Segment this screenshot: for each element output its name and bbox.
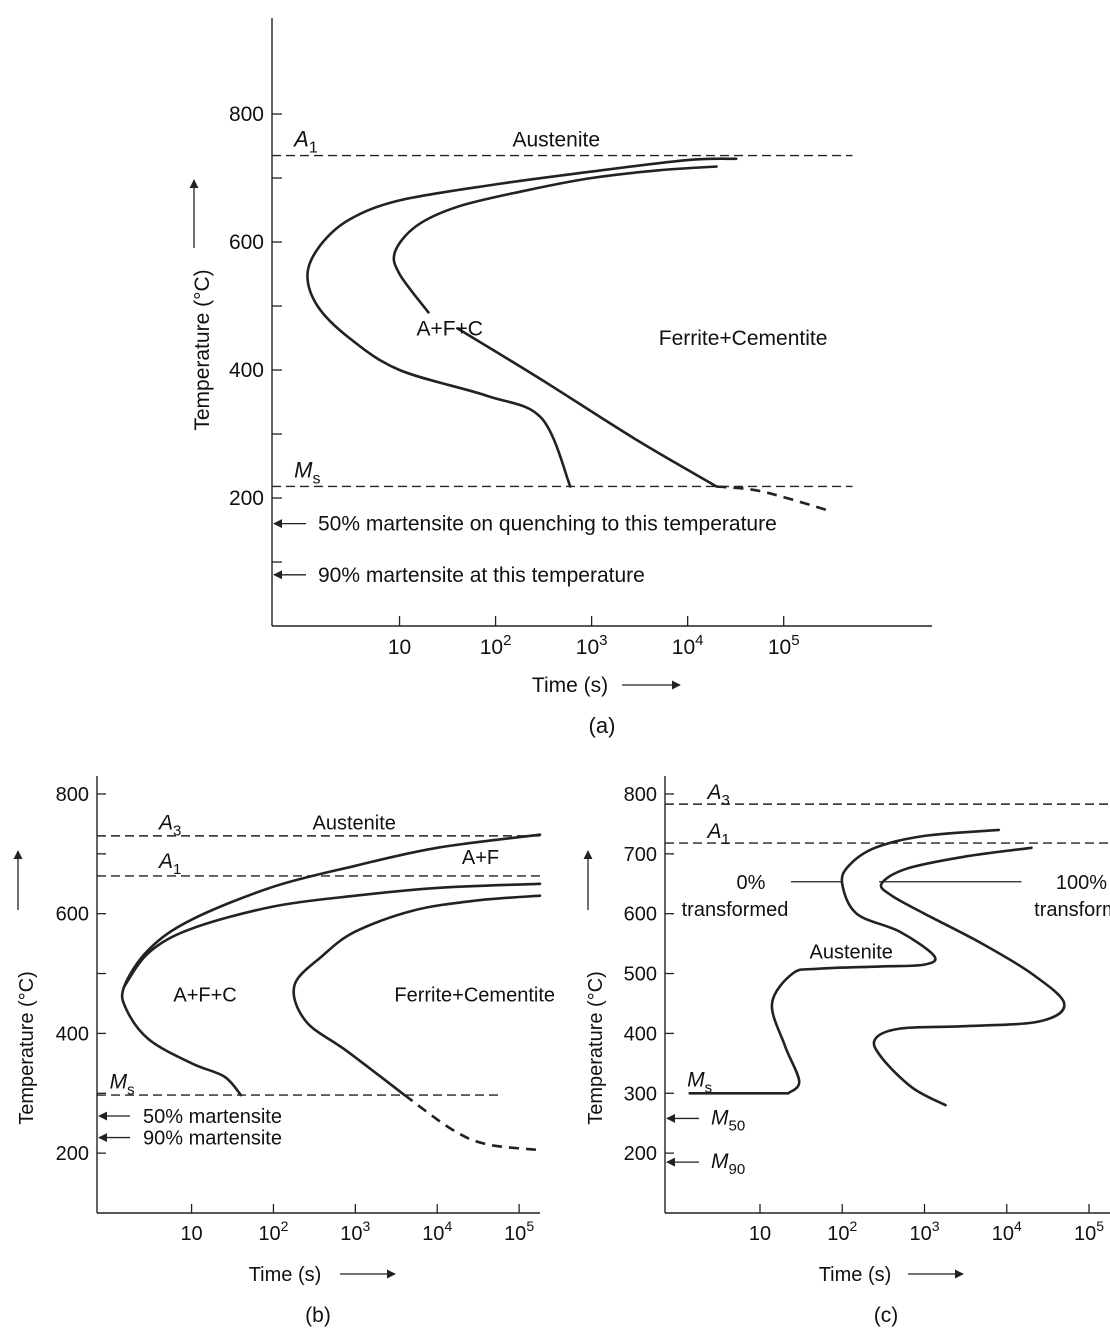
panel-caption: (a) <box>589 713 616 738</box>
axis-pointer-note: 90% martensite <box>143 1128 282 1150</box>
x-tick-label: 102 <box>480 632 512 659</box>
y-tick-label: 400 <box>56 1023 89 1045</box>
region-label: Austenite <box>313 813 396 835</box>
pointer-label: transformed <box>682 899 789 921</box>
y-tick-label: 400 <box>229 359 264 382</box>
transformation-curve-2 <box>122 882 542 988</box>
x-tick-label: 103 <box>576 632 608 659</box>
y-tick-label: 300 <box>624 1083 657 1105</box>
transformation-curve-1 <box>120 833 542 1097</box>
region-label: Austenite <box>810 941 893 963</box>
x-tick-label: 104 <box>992 1218 1022 1245</box>
panel-caption: (b) <box>305 1304 331 1327</box>
y-tick-label: 200 <box>56 1143 89 1165</box>
y-tick-label: 800 <box>624 784 657 806</box>
x-tick-label: 105 <box>768 632 800 659</box>
y-tick-label: 700 <box>624 844 657 866</box>
x-tick-label: 105 <box>1074 1218 1104 1245</box>
x-tick-label: 102 <box>258 1218 288 1245</box>
pointer-label: transformed <box>1034 899 1110 921</box>
y-tick-label: 400 <box>624 1023 657 1045</box>
y-tick-label: 200 <box>624 1143 657 1165</box>
region-label: Ferrite+Cementite <box>394 985 555 1007</box>
y-axis-label: Temperature (°C) <box>191 269 214 430</box>
x-tick-label: 103 <box>909 1218 939 1245</box>
ms-label: Ms <box>687 1068 712 1096</box>
region-label: A+F+C <box>173 985 236 1007</box>
x-axis-label: Time (s) <box>532 674 608 697</box>
panel-c-chart: 200 300 400 500 600 700 800 10 102 103 104 105 Time … <box>583 776 1110 1327</box>
y-tick-label: 800 <box>56 784 89 806</box>
region-label: A+F+C <box>416 317 483 340</box>
y-tick-label: 600 <box>624 904 657 926</box>
x-tick-label: 10 <box>180 1223 202 1245</box>
pointer-label: 0% <box>737 872 766 894</box>
y-tick-label: 600 <box>56 904 89 926</box>
y-tick-label: 500 <box>624 964 657 986</box>
transformation-curve-4 <box>716 485 830 513</box>
panel-a-chart: 200 400 600 800 10 102 103 104 105 Time (s) Temper… <box>189 18 932 738</box>
panel-b-chart: 200 400 600 800 10 102 103 104 105 Time (s) Temper… <box>13 776 555 1327</box>
axis-pointer-note: M50 <box>711 1106 745 1134</box>
axis-pointer-note: 50% martensite <box>143 1106 282 1128</box>
pointer-label: 100% <box>1056 872 1107 894</box>
y-tick-label: 600 <box>229 231 264 254</box>
panel-caption: (c) <box>874 1304 899 1327</box>
x-tick-label: 104 <box>422 1218 452 1245</box>
x-axis-label: Time (s) <box>819 1264 892 1286</box>
region-label: Austenite <box>512 129 600 152</box>
x-axis-label: Time (s) <box>249 1264 322 1286</box>
y-tick-label: 200 <box>229 487 264 510</box>
x-tick-label: 105 <box>504 1218 534 1245</box>
region-label: Ferrite+Cementite <box>659 327 828 350</box>
ref-label-Ms: Ms <box>110 1070 135 1098</box>
transformation-curve-1 <box>770 828 1001 1095</box>
transformation-curve-2 <box>392 165 718 314</box>
transformation-curve-3 <box>292 894 542 1097</box>
x-tick-label: 10 <box>388 636 411 659</box>
ref-label-A1: A1 <box>157 850 181 878</box>
transformation-curve-2 <box>872 846 1066 1107</box>
region-label: A+F <box>462 847 499 869</box>
ref-label-A3: A3 <box>157 812 181 840</box>
ref-label-A1: A1 <box>292 127 318 157</box>
transformation-curve-3 <box>456 327 718 488</box>
transformation-curve-1 <box>306 157 738 488</box>
axis-pointer-note: 90% martensite at this temperature <box>318 564 645 587</box>
ref-label-A3: A3 <box>705 781 729 809</box>
y-axis-label: Temperature (°C) <box>16 971 38 1125</box>
y-axis-label: Temperature (°C) <box>585 971 607 1125</box>
x-tick-label: 10 <box>749 1223 771 1245</box>
ref-label-A1: A1 <box>705 820 729 848</box>
x-tick-label: 102 <box>827 1218 857 1245</box>
x-tick-label: 104 <box>672 632 704 659</box>
transformation-curve-4 <box>403 1094 541 1152</box>
axis-pointer-note: M90 <box>711 1150 745 1178</box>
ref-label-Ms: Ms <box>294 457 320 487</box>
x-tick-label: 103 <box>340 1218 370 1245</box>
y-tick-label: 800 <box>229 103 264 126</box>
axis-pointer-note: 50% martensite on quenching to this temp… <box>318 513 777 536</box>
